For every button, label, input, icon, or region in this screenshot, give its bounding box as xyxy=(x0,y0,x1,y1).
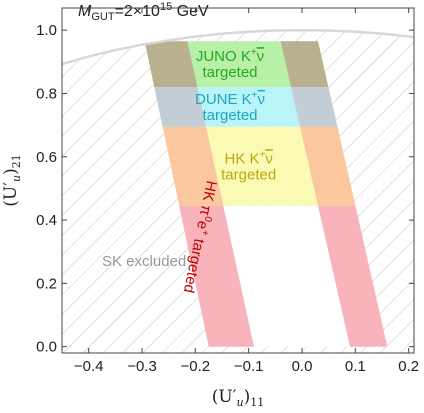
sk-excluded-label: SK excluded xyxy=(102,253,186,270)
x-axis-title-sub: u xyxy=(237,396,244,409)
dune-label-sup: + xyxy=(252,90,258,101)
y-tick-label: 0.8 xyxy=(36,85,57,102)
hk-pi0-right-band xyxy=(318,205,388,347)
x-axis-title-index: 11 xyxy=(250,396,264,409)
hk-right-overlap xyxy=(300,126,356,206)
hk-label-prefix: HK K xyxy=(224,150,259,167)
y-tick-label: 0.6 xyxy=(36,149,57,166)
juno-label-nu: ν xyxy=(257,48,265,65)
hk-label-line2: targeted xyxy=(221,166,276,183)
juno-label-prefix: JUNO K xyxy=(196,48,251,65)
mgut-m: M xyxy=(78,3,92,20)
dune-right-overlap xyxy=(291,87,338,127)
allowed-region xyxy=(223,205,350,347)
hk-pi0-left-band xyxy=(179,205,254,347)
dune-label-line1: DUNE K+ν xyxy=(195,90,265,108)
mgut-unit: GeV xyxy=(172,3,209,20)
hk-pi0-label: HK π0e+ targeted xyxy=(180,179,221,295)
x-tick-label: 0.1 xyxy=(345,358,366,375)
juno-label-sup: + xyxy=(251,47,257,58)
hk-label-line1: HK K+ν xyxy=(224,149,272,167)
mgut-sub: GUT xyxy=(91,11,115,23)
x-tick-label: 0.0 xyxy=(292,358,313,375)
mgut-annotation: MGUT=2×1015 GeV xyxy=(78,1,209,23)
y-tick-label: 0.2 xyxy=(36,275,57,292)
hk-left-overlap xyxy=(162,126,224,206)
x-tick-label: 0.2 xyxy=(398,358,419,375)
dune-left-overlap xyxy=(154,87,206,127)
y-axis-title-index: 21 xyxy=(10,154,23,168)
y-axis-title-main: (U′ xyxy=(1,182,21,207)
x-tick-label: −0.1 xyxy=(234,358,264,375)
y-tick-label: 0.0 xyxy=(36,339,57,356)
hk-pi0-label-sup0: 0 xyxy=(202,215,214,223)
x-tick-label: −0.4 xyxy=(74,358,104,375)
dune-label-nu: ν xyxy=(258,91,266,108)
x-tick-label: −0.3 xyxy=(127,358,157,375)
x-axis-title: (U′u)11 xyxy=(212,387,265,409)
unitarity-curve xyxy=(62,28,414,66)
mgut-eq: =2×10 xyxy=(115,3,160,20)
x-axis-title-main: (U′ xyxy=(212,387,237,407)
y-tick-label: 0.4 xyxy=(36,212,57,229)
y-tick-label: 1.0 xyxy=(36,22,57,39)
hk-pi0-label-main: HK π xyxy=(196,179,220,217)
plot-frame xyxy=(61,7,415,354)
hk-label-sup: + xyxy=(260,149,266,160)
mgut-exp: 15 xyxy=(160,1,172,13)
juno-right-overlap xyxy=(280,41,329,88)
region-above-curve xyxy=(62,8,414,64)
x-tick-label: −0.2 xyxy=(181,358,211,375)
y-axis-title: (U′u)21 xyxy=(1,154,23,207)
x-axis-title-tail: ) xyxy=(244,387,251,407)
juno-left-overlap xyxy=(144,41,198,88)
hk-pi0-label-e: e xyxy=(193,219,211,231)
y-axis-title-tail: ) xyxy=(1,168,21,175)
juno-label-line2: targeted xyxy=(202,64,257,81)
juno-label-line1: JUNO K+ν xyxy=(196,47,264,65)
y-axis-title-sub: u xyxy=(10,175,23,182)
hk-label-nu: ν xyxy=(265,150,273,167)
hk-pi0-label-sup-plus: + xyxy=(199,229,211,237)
dune-label-line2: targeted xyxy=(202,107,257,124)
dune-label-prefix: DUNE K xyxy=(195,91,252,108)
